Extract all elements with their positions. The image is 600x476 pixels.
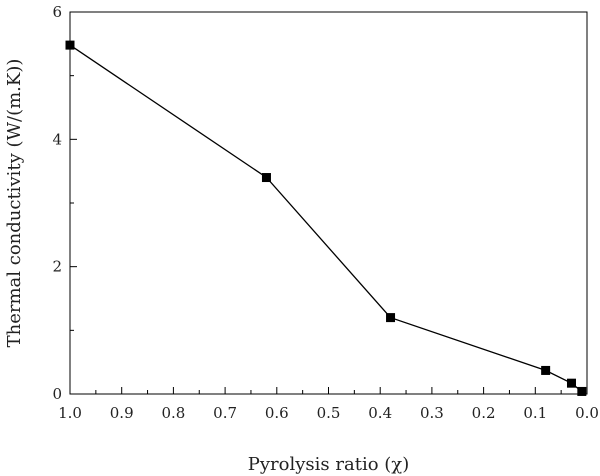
y-tick-label: 2 <box>52 258 62 276</box>
data-point-marker <box>541 365 551 375</box>
series-line <box>69 44 583 393</box>
x-axis-title: Pyrolysis ratio (χ) <box>248 454 409 475</box>
y-axis-ticks: 0 2 4 6 <box>52 3 77 403</box>
series-layer <box>65 40 587 396</box>
x-tick-label: 0.0 <box>575 404 599 422</box>
x-axis-ticks: 1.0 0.9 0.8 0.7 0.6 0.5 0.4 0.3 0.2 0.1 0.0 <box>58 387 599 422</box>
x-tick-label: 0.7 <box>213 404 237 422</box>
y-tick-label: 0 <box>52 385 62 403</box>
x-tick-label: 0.1 <box>523 404 547 422</box>
data-point-marker <box>386 313 396 323</box>
y-tick-label: 6 <box>52 3 62 21</box>
x-tick-label: 0.9 <box>110 404 134 422</box>
data-point-marker <box>261 173 271 183</box>
x-tick-label: 0.6 <box>265 404 289 422</box>
y-tick-label: 4 <box>52 130 62 148</box>
x-tick-label: 1.0 <box>58 404 82 422</box>
data-point-marker <box>566 378 576 388</box>
x-tick-label: 0.4 <box>368 404 392 422</box>
x-tick-label: 0.3 <box>420 404 444 422</box>
x-tick-label: 0.2 <box>472 404 496 422</box>
data-point-marker <box>577 386 587 396</box>
x-tick-label: 0.5 <box>317 404 341 422</box>
y-axis-title: Thermal conductivity (W/(m.K)) <box>4 59 25 348</box>
data-point-marker <box>65 40 75 50</box>
plot-frame <box>69 11 588 395</box>
x-tick-label: 0.8 <box>161 404 185 422</box>
